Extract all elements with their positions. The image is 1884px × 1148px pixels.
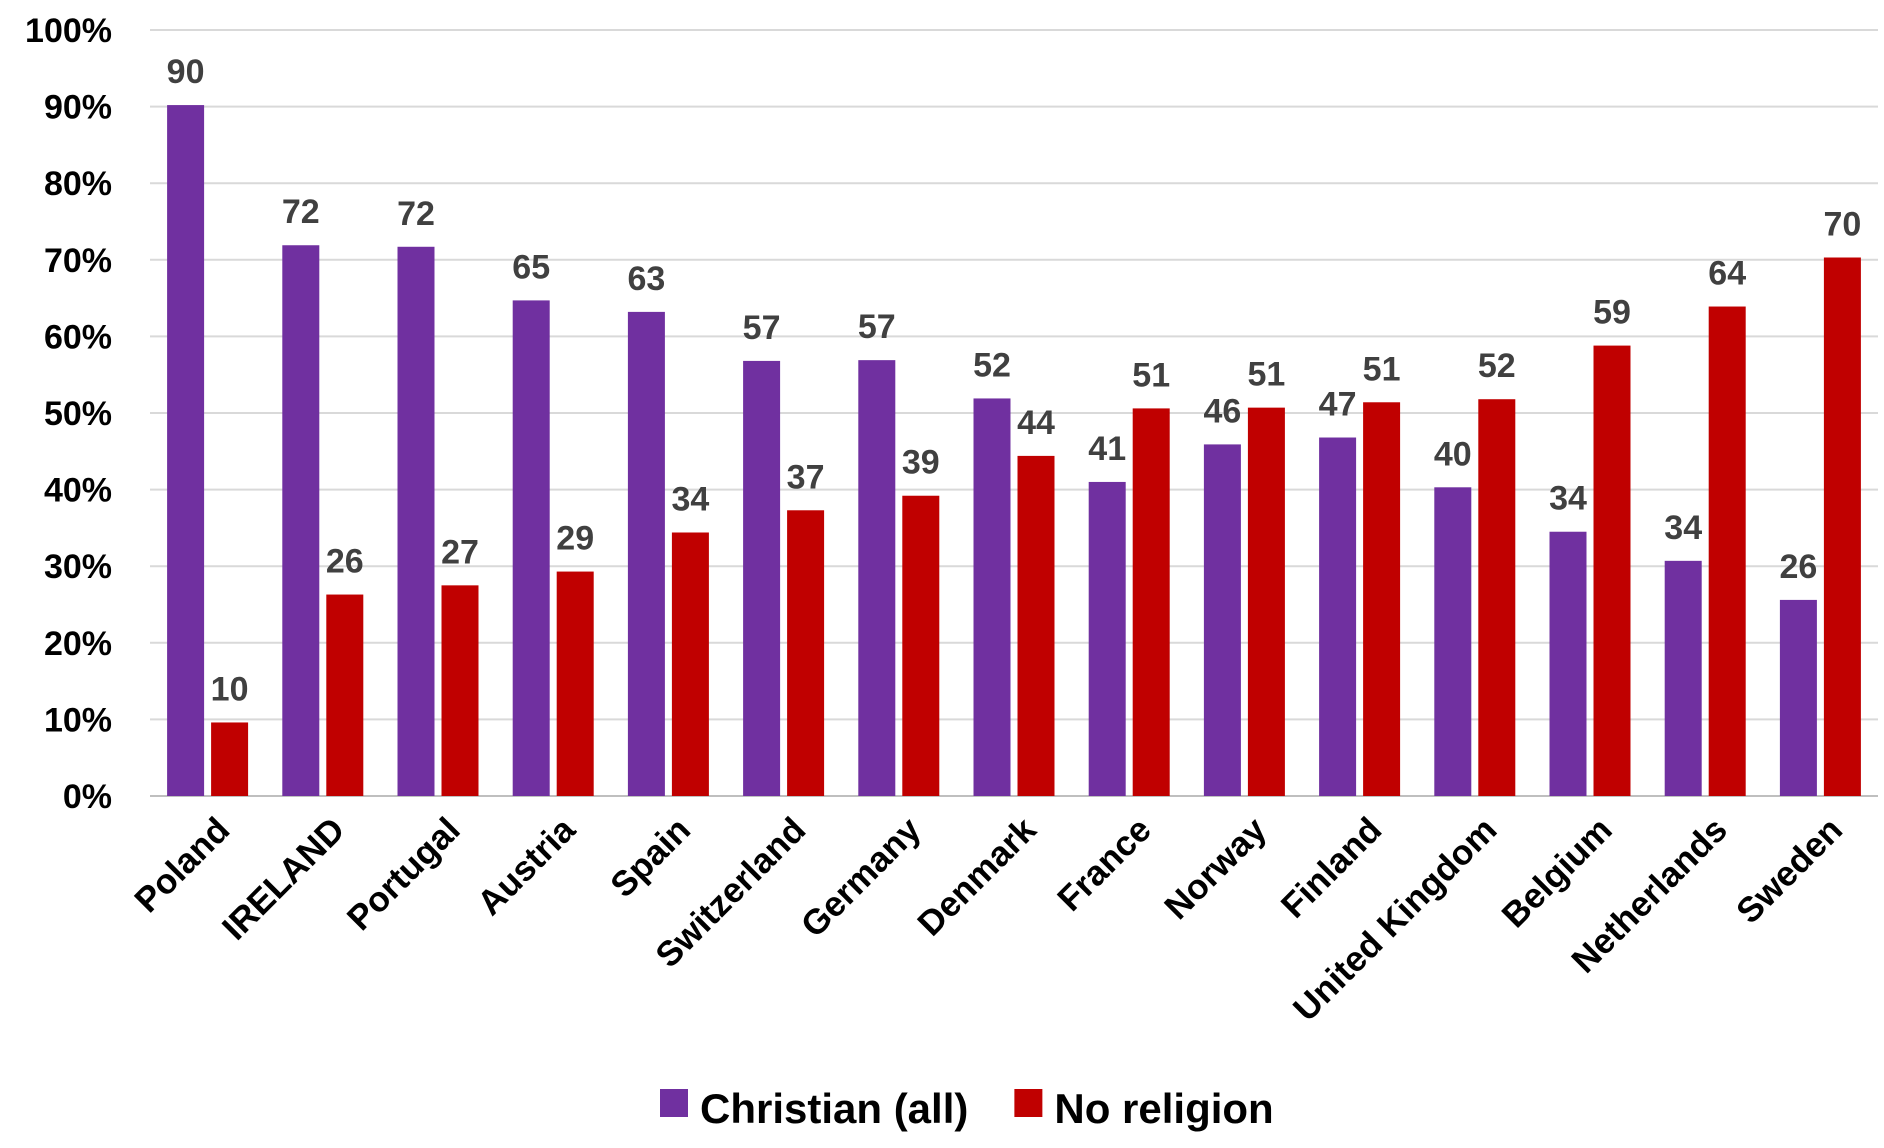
data-label: 34 [1549, 480, 1587, 518]
data-label: 63 [627, 260, 665, 298]
bar [167, 105, 205, 797]
data-label: 40 [1434, 435, 1472, 473]
bar [1363, 402, 1401, 796]
bar [1017, 455, 1055, 796]
data-label: 59 [1593, 294, 1631, 332]
bar [1247, 407, 1285, 796]
bar [627, 311, 665, 796]
data-label: 52 [1478, 347, 1516, 385]
bar [326, 594, 364, 796]
bar [902, 495, 940, 796]
bar [1478, 399, 1516, 796]
bar [441, 585, 479, 796]
data-labels: 9010722672276529633457375739524441514651… [167, 53, 1862, 708]
data-label: 44 [1017, 404, 1055, 442]
data-label: 72 [397, 195, 435, 233]
y-tick-label: 40% [44, 472, 112, 510]
data-label: 26 [1779, 548, 1817, 586]
bar [556, 571, 594, 796]
data-label: 90 [167, 53, 205, 91]
bar [1434, 487, 1472, 796]
y-tick-label: 90% [44, 89, 112, 127]
bar [787, 510, 825, 796]
y-tick-label: 50% [44, 395, 112, 433]
y-tick-label: 0% [63, 778, 112, 816]
data-label: 64 [1708, 255, 1746, 293]
data-label: 70 [1823, 206, 1861, 244]
y-tick-label: 100% [25, 12, 112, 50]
data-label: 26 [326, 543, 364, 581]
category-label: Finland [1274, 810, 1390, 926]
data-label: 57 [858, 308, 896, 346]
bar [1779, 599, 1817, 796]
bar [1319, 437, 1357, 796]
category-label: Norway [1157, 810, 1274, 927]
category-label: IRELAND [215, 810, 353, 948]
legend-label: Christian (all) [700, 1085, 968, 1132]
bar [1549, 531, 1587, 796]
data-label: 72 [282, 193, 320, 231]
data-label: 47 [1319, 386, 1357, 424]
category-label: Spain [603, 810, 698, 905]
data-label: 52 [973, 346, 1011, 384]
bar [1132, 408, 1170, 796]
data-label: 65 [512, 248, 550, 286]
data-label: 41 [1088, 430, 1126, 468]
bar [743, 360, 781, 796]
data-label: 34 [1664, 509, 1702, 547]
data-label: 57 [743, 309, 781, 347]
y-axis-tick-labels: 0% 10% 20% 30% 40% 50% 60% 70% 80% 90% 100% [25, 12, 112, 816]
bar [397, 246, 435, 796]
bar [1823, 257, 1861, 796]
category-label: Germany [794, 810, 929, 945]
bars [167, 105, 1861, 797]
bar [1664, 560, 1702, 796]
category-label: Denmark [910, 810, 1044, 944]
bar [211, 722, 249, 796]
data-label: 10 [211, 670, 249, 708]
bar [512, 300, 550, 796]
data-label: 39 [902, 444, 940, 482]
category-label: Austria [470, 810, 583, 923]
y-tick-label: 70% [44, 242, 112, 280]
data-label: 51 [1247, 356, 1285, 394]
y-tick-label: 60% [44, 318, 112, 356]
category-label: Portugal [340, 810, 468, 938]
category-label: Sweden [1729, 810, 1850, 931]
legend-swatch [1014, 1089, 1043, 1117]
data-label: 46 [1203, 392, 1241, 430]
bar [1708, 306, 1746, 796]
data-label: 34 [671, 480, 709, 518]
data-label: 27 [441, 533, 479, 571]
bar [973, 398, 1011, 796]
legend: Christian (all) No religion [660, 1085, 1274, 1132]
bar [1088, 481, 1126, 796]
bar [858, 360, 896, 796]
data-label: 29 [556, 520, 594, 558]
bar [282, 245, 320, 797]
y-tick-label: 30% [44, 548, 112, 586]
bar [1593, 345, 1631, 796]
legend-label: No religion [1054, 1085, 1273, 1132]
bar [1203, 444, 1241, 796]
y-tick-label: 20% [44, 625, 112, 663]
category-label: Poland [127, 810, 237, 920]
data-label: 51 [1132, 356, 1170, 394]
gridlines [150, 29, 1878, 797]
data-label: 51 [1363, 350, 1401, 388]
category-label: France [1050, 810, 1159, 919]
legend-swatch [660, 1089, 688, 1117]
y-tick-label: 80% [44, 165, 112, 203]
bar [671, 532, 709, 796]
y-tick-label: 10% [44, 701, 112, 739]
data-label: 37 [787, 458, 825, 496]
category-label: United Kingdom [1286, 810, 1505, 1029]
